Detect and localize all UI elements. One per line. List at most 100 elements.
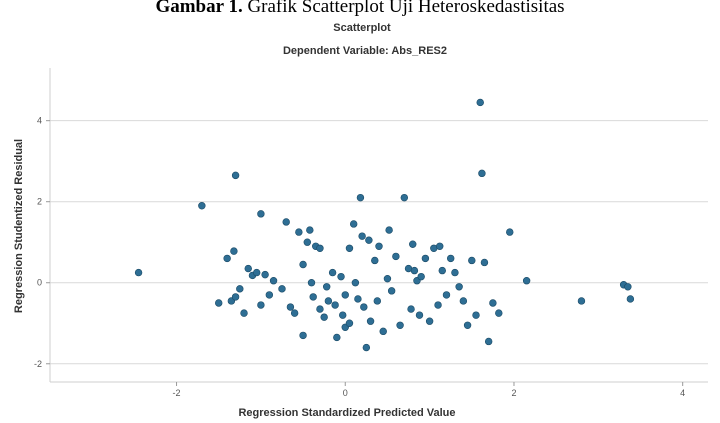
scatter-point xyxy=(231,293,240,301)
scatter-point xyxy=(331,301,339,309)
scatter-point xyxy=(358,232,366,240)
scatter-point xyxy=(442,291,451,299)
scatter-point xyxy=(261,270,269,279)
scatter-point xyxy=(472,311,480,319)
scatter-point xyxy=(215,299,223,307)
scatter-point xyxy=(375,242,383,250)
scatter-point xyxy=(295,228,303,236)
scatter-point xyxy=(333,333,341,342)
scatter-point xyxy=(468,256,476,265)
scatter-point xyxy=(328,268,337,277)
scatter-point xyxy=(252,268,261,277)
data-points xyxy=(134,98,635,352)
y-tick-label: 4 xyxy=(37,116,42,126)
scatter-point xyxy=(451,268,459,277)
scatter-point xyxy=(436,242,444,250)
scatter-point xyxy=(307,279,316,287)
scatter-point xyxy=(345,319,354,327)
chart-subtitle: Dependent Variable: Abs_RES2 xyxy=(283,45,447,57)
scatter-point xyxy=(478,169,486,178)
x-tick-label: 0 xyxy=(343,388,348,398)
scatter-point xyxy=(379,327,387,336)
caption-prefix: Gambar 1. xyxy=(155,0,243,17)
scatter-point xyxy=(320,313,328,321)
scatter-point xyxy=(371,256,379,265)
scatter-point xyxy=(362,343,371,352)
gridlines xyxy=(50,120,708,365)
scatter-point xyxy=(626,295,635,303)
scatter-point xyxy=(434,301,442,309)
scatter-point xyxy=(365,236,373,244)
scatter-point xyxy=(373,297,382,305)
scatter-point xyxy=(366,317,375,325)
scatter-point xyxy=(383,274,392,283)
scatter-point xyxy=(421,254,430,263)
y-tick-label: 0 xyxy=(37,278,42,288)
scatter-point xyxy=(385,226,393,234)
scatter-point xyxy=(415,311,424,319)
scatter-point xyxy=(240,309,248,317)
y-axis-label: Regression Studentized Residual xyxy=(13,139,25,313)
scatter-point xyxy=(349,220,358,228)
scatter-point xyxy=(351,279,360,287)
scatter-point xyxy=(577,297,586,305)
scatter-point xyxy=(269,277,278,285)
x-axis-label: Regression Standardized Predicted Value xyxy=(238,407,455,419)
plot-area xyxy=(50,68,708,382)
scatter-point xyxy=(230,247,238,255)
scatter-point xyxy=(624,283,632,291)
scatter-point xyxy=(396,321,404,329)
scatter-point xyxy=(337,272,345,281)
scatter-point xyxy=(360,303,368,311)
x-tick-label: 4 xyxy=(680,388,685,398)
scatter-point xyxy=(236,285,244,293)
x-ticks: -2 0 2 4 xyxy=(173,382,685,398)
scatter-point xyxy=(455,283,463,291)
scatter-point xyxy=(392,252,400,261)
scatter-point xyxy=(489,299,497,307)
figure-caption: Gambar 1. Grafik Scatterplot Uji Heteros… xyxy=(0,0,720,18)
caption-text: Grafik Scatterplot Uji Heteroskedastisit… xyxy=(247,0,565,17)
scatter-point xyxy=(484,337,493,346)
scatter-point xyxy=(231,171,240,180)
chart-title: Scatterplot xyxy=(333,22,391,34)
scatter-point xyxy=(244,264,252,273)
scatter-point xyxy=(387,287,396,295)
scatter-point xyxy=(282,218,290,226)
y-tick-label: 2 xyxy=(37,197,42,207)
scatter-point xyxy=(438,266,446,275)
scatter-point xyxy=(463,321,472,329)
scatter-point xyxy=(410,266,419,275)
scatter-point xyxy=(324,297,333,305)
y-ticks: -2 0 2 4 xyxy=(34,116,50,369)
scatter-point xyxy=(447,254,455,263)
scatter-point xyxy=(354,295,362,303)
scatter-point xyxy=(198,202,206,210)
scatter-point xyxy=(257,210,265,218)
scatter-point xyxy=(134,268,143,277)
scatter-point xyxy=(409,240,417,248)
scatter-point xyxy=(299,260,307,269)
scatter-point xyxy=(522,277,531,285)
scatter-point xyxy=(417,272,425,281)
scatter-point xyxy=(299,331,307,340)
scatter-point xyxy=(316,244,324,252)
scatter-point xyxy=(341,291,349,299)
x-tick-label: 2 xyxy=(511,388,516,398)
scatter-point xyxy=(400,193,409,202)
scatter-point xyxy=(345,244,354,252)
scatter-point xyxy=(223,254,231,263)
scatter-point xyxy=(495,309,503,317)
scatter-point xyxy=(356,193,365,202)
scatter-point xyxy=(506,228,514,236)
scatter-point xyxy=(265,291,274,299)
scatter-point xyxy=(303,238,311,246)
scatter-point xyxy=(459,297,468,305)
x-tick-label: -2 xyxy=(173,388,181,398)
scatter-point xyxy=(278,285,286,293)
scatter-point xyxy=(480,258,489,267)
scatter-point xyxy=(476,98,484,107)
scatter-point xyxy=(407,305,415,313)
scatter-point xyxy=(316,305,324,313)
